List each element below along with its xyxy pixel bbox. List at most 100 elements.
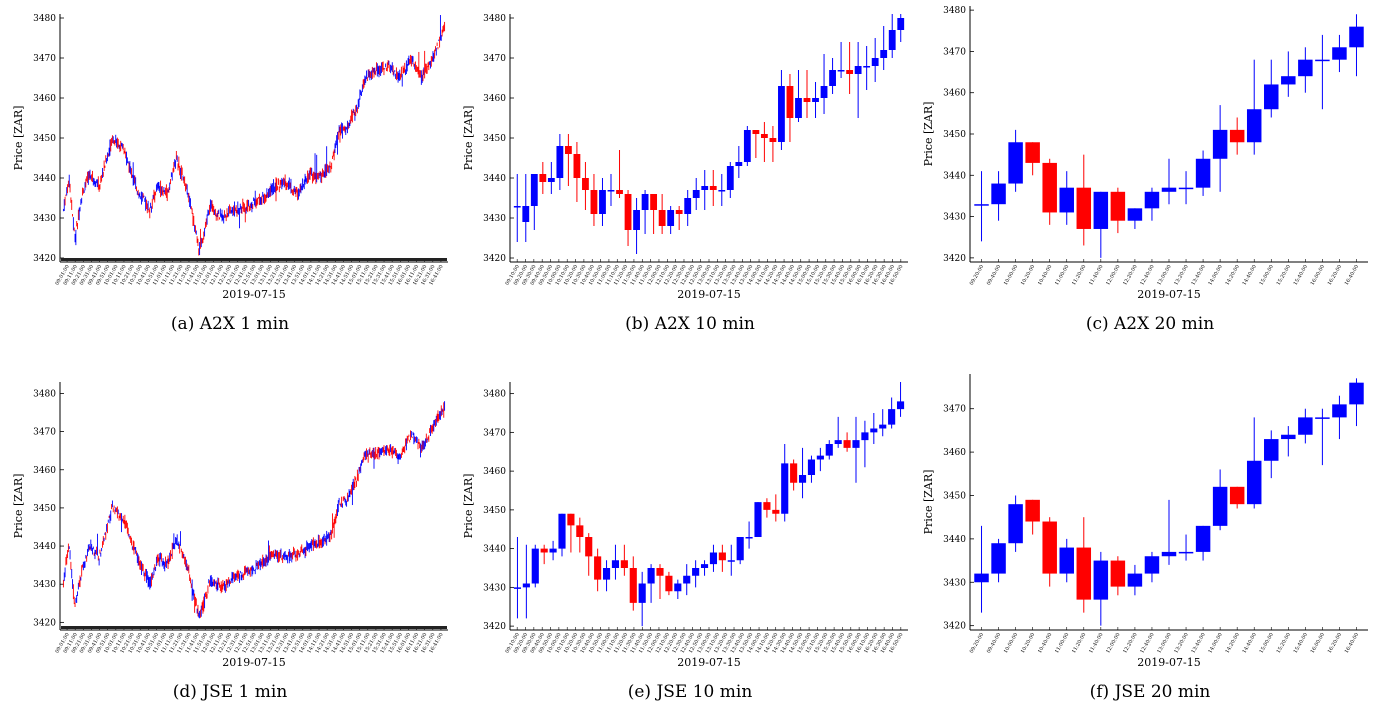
candle-body: [854, 66, 862, 74]
x-tick-label: 09:40:00: [986, 264, 1002, 286]
candle-body: [556, 146, 564, 178]
y-tick-label: 3440: [483, 174, 506, 184]
y-axis-label: Price [ZAR]: [462, 474, 475, 539]
candle-body: [778, 86, 785, 142]
candle-body: [624, 194, 632, 230]
candle-body: [700, 564, 709, 568]
x-tick-label: 11:00:00: [1054, 632, 1070, 654]
candle-body: [1246, 460, 1262, 505]
candle-body: [522, 583, 530, 588]
x-tick-label: 15:20:00: [1276, 632, 1292, 654]
candle-body: [1281, 76, 1296, 85]
y-tick-label: 3420: [943, 622, 966, 632]
candle-body: [825, 444, 833, 456]
candle-body: [991, 183, 1006, 205]
candle-body: [638, 583, 646, 603]
candle-body: [1264, 439, 1279, 461]
y-tick-label: 3430: [943, 213, 966, 223]
x-tick-label: 11:20:00: [1071, 632, 1087, 654]
caption-a2x-10min: (b) A2X 10 min: [625, 314, 755, 334]
candle-body: [567, 513, 575, 526]
candle-body: [629, 568, 637, 603]
y-tick-label: 3470: [943, 47, 966, 57]
candle-body: [582, 178, 589, 190]
candle-body: [834, 440, 842, 444]
candle-body: [754, 502, 762, 537]
y-tick-label: 3480: [483, 390, 506, 400]
candle-body: [772, 509, 780, 514]
x-tick-label: 12:00:00: [1105, 632, 1121, 654]
x-tick-strip: [61, 626, 447, 629]
y-tick-label: 3450: [33, 504, 56, 514]
candle-body: [1212, 129, 1228, 159]
x-tick-label: 13:20:00: [1173, 632, 1189, 654]
candle-body: [974, 204, 989, 206]
candle-body: [1161, 551, 1177, 557]
candle-body: [633, 210, 640, 230]
candle-body: [1076, 547, 1092, 600]
y-axis-label: Price [ZAR]: [12, 474, 25, 539]
candle-body: [1161, 187, 1177, 192]
candle-body: [727, 560, 735, 562]
candle-body: [513, 206, 521, 208]
candle-body: [812, 98, 819, 102]
candle-body: [667, 210, 675, 226]
candle-body: [599, 190, 606, 214]
candle-body: [540, 548, 548, 553]
x-tick-label: 14:20:00: [1224, 264, 1240, 286]
candle-body: [816, 455, 824, 460]
candle-body: [701, 186, 709, 190]
candle-body: [871, 58, 879, 66]
candle-body: [1059, 547, 1074, 574]
x-axis-label: 2019-07-15: [1137, 656, 1200, 669]
x-axis-label: 2019-07-15: [1137, 288, 1200, 301]
candle-body: [1059, 187, 1074, 213]
candle-body: [769, 138, 777, 142]
chart-jse-20min: 3420 3430 3440 3450 3460 3470 Price [ZAR] 09:20…: [920, 368, 1380, 678]
y-tick-label: 3430: [483, 583, 506, 593]
x-tick-label: 10:40:00: [1037, 632, 1053, 654]
x-tick-label: 11:40:00: [1088, 264, 1104, 286]
candle-body: [752, 130, 760, 134]
x-tick-label: 16:40:00: [1344, 632, 1360, 654]
candle-body: [547, 178, 555, 182]
candle-body: [616, 190, 623, 194]
candle-body: [879, 424, 887, 429]
x-tick-label: 09:20:00: [969, 264, 985, 286]
candle-body: [803, 98, 811, 102]
candle-body: [763, 502, 771, 510]
x-tick-label: 12:00:00: [1105, 264, 1121, 286]
chart-svg-jse-20min: 3420 3430 3440 3450 3460 3470 Price [ZAR] 09:20…: [922, 374, 1368, 669]
candle-body: [1281, 434, 1296, 440]
candle-body: [974, 573, 989, 583]
candle-body: [683, 575, 691, 584]
x-tick-label: 15:40:00: [1293, 264, 1309, 286]
candle-body: [743, 130, 751, 162]
x-tick-label: 12:20:00: [1122, 632, 1138, 654]
chart-svg-a2x-20min: 3420 3430 3440 3450 3460 3470 3480 Price [ZAR] 0…: [922, 6, 1368, 301]
x-axis-label: 2019-07-15: [222, 656, 285, 669]
x-tick-label: 11:20:00: [1071, 264, 1087, 286]
candle-body: [573, 154, 581, 178]
caption-a2x-20min: (c) A2X 20 min: [1085, 314, 1215, 334]
y-tick-label: 3470: [483, 428, 506, 438]
candle-body: [1025, 499, 1040, 522]
candle-body: [1076, 187, 1092, 229]
candle-body: [1349, 382, 1364, 405]
candle-body: [1008, 504, 1023, 544]
x-axis-label: 2019-07-15: [677, 288, 740, 301]
y-tick-label: 3470: [33, 54, 56, 64]
x-tick-label: 10:00:00: [1003, 632, 1019, 654]
candle-body: [735, 162, 743, 166]
candle-body: [665, 575, 673, 592]
x-tick-label: 12:40:00: [1139, 264, 1155, 286]
caption-jse-1min: (d) JSE 1 min: [172, 682, 288, 702]
candle-body: [611, 560, 620, 568]
candle-body: [1246, 109, 1262, 143]
candle-body: [1332, 47, 1347, 60]
candle-body: [602, 568, 611, 580]
caption-a2x-1min: (a) A2X 1 min: [170, 314, 290, 334]
x-tick-label: 16:20:00: [1327, 632, 1343, 654]
candle-body: [870, 428, 878, 433]
